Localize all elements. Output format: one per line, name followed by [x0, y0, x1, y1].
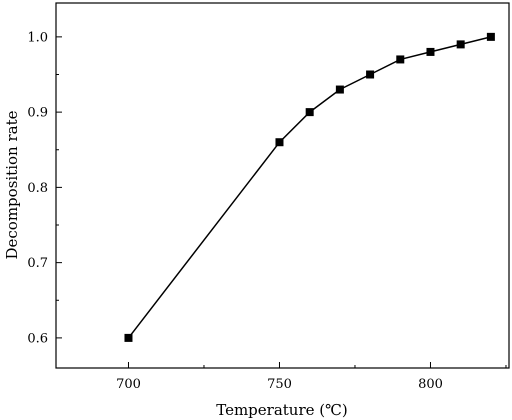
y-tick-label: 0.8 [27, 181, 48, 196]
y-axis-ticks: 0.6 0.7 0.8 0.9 1.0 [27, 30, 62, 346]
series-layer [124, 32, 495, 342]
plot-area: 700 750 800 0.6 0.7 0.8 0.9 1.0 [27, 2, 510, 392]
x-tick-label: 750 [267, 377, 292, 392]
data-point [124, 333, 133, 342]
data-point [366, 70, 375, 79]
data-point [396, 55, 405, 64]
x-tick-label: 700 [116, 377, 141, 392]
data-point [486, 32, 495, 41]
y-axis-title: Decomposition rate [3, 110, 21, 259]
data-point [305, 108, 314, 117]
x-axis-title: Temperature (℃) [216, 401, 348, 419]
plot-frame [55, 2, 510, 369]
data-point [426, 47, 435, 56]
y-tick-label: 0.7 [27, 256, 48, 271]
y-tick-label: 0.9 [27, 106, 48, 121]
y-tick-label: 0.6 [27, 331, 48, 346]
series-line [127, 36, 492, 339]
x-tick-label: 800 [418, 377, 443, 392]
x-axis-ticks: 700 750 800 [116, 362, 507, 392]
data-point [335, 85, 344, 94]
y-tick-label: 1.0 [27, 30, 48, 45]
data-point [456, 40, 465, 49]
data-point [275, 138, 284, 147]
